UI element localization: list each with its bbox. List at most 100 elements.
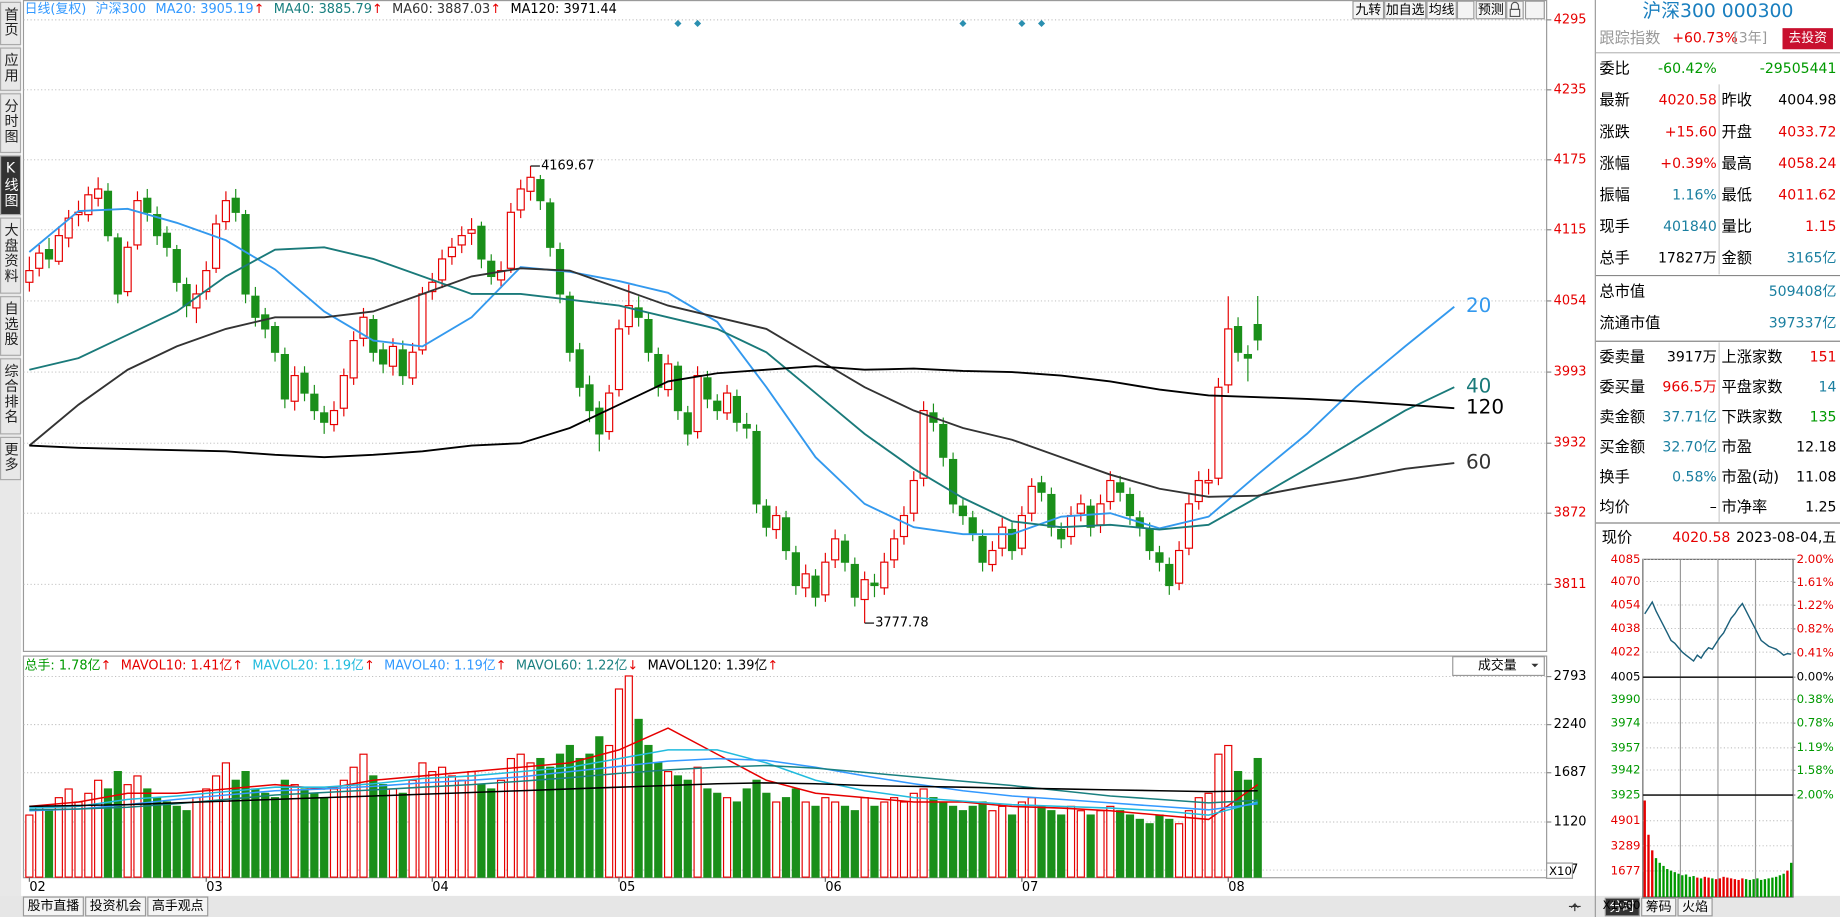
toolbar-label[interactable]: 九转	[1355, 3, 1381, 18]
volume-selector-label[interactable]: 成交量	[1478, 658, 1517, 674]
candle-body	[211, 223, 221, 269]
scroll-top-icon[interactable]	[1568, 902, 1581, 912]
quote-label: 下跌家数	[1721, 408, 1782, 426]
side-tab-label[interactable]: 筹码	[1646, 899, 1672, 915]
sidebar-tab[interactable]	[0, 436, 22, 481]
bottom-tab-label[interactable]: 投资机会	[90, 898, 142, 914]
x-tick-label: 07	[1022, 880, 1038, 895]
sidebar-tab-label[interactable]: 首页	[3, 7, 19, 37]
volume-selector[interactable]	[1452, 656, 1545, 677]
candle-body	[870, 582, 879, 587]
intraday-volume-bar	[1669, 870, 1673, 898]
price-date: 2023-08-04,五	[1736, 530, 1836, 546]
sidebar-tab-label[interactable]: 分时图	[3, 99, 19, 145]
volume-bar	[192, 797, 201, 878]
sidebar-tab[interactable]	[0, 217, 22, 294]
toolbar-button[interactable]	[1426, 0, 1457, 20]
volume-bar	[447, 775, 457, 878]
unit-label: X10	[1549, 864, 1572, 878]
intraday-volume-bar	[1711, 878, 1714, 898]
toolbar-label[interactable]: 均线	[1429, 3, 1455, 18]
quote-value: 397337亿	[1769, 316, 1837, 332]
side-tab-label[interactable]: 火焰	[1682, 900, 1708, 915]
sidebar-tab-label[interactable]: K线图	[3, 161, 19, 209]
quote-value: 0.58%	[1672, 470, 1717, 486]
candle-body	[1037, 482, 1046, 493]
volume-bar	[103, 788, 113, 878]
sidebar-tab[interactable]	[0, 358, 22, 435]
invest-button[interactable]	[1782, 28, 1833, 50]
side-tab[interactable]	[1677, 897, 1713, 917]
y2-tick-label: 0.78%	[1797, 716, 1834, 730]
toolbar-button[interactable]	[1475, 0, 1507, 20]
track-value: +60.73%	[1672, 31, 1737, 47]
bottom-tab[interactable]	[85, 896, 147, 917]
header-item: MAVOL60: 1.22亿	[516, 659, 628, 674]
intraday-volume-bar	[1651, 850, 1654, 898]
signal-marker	[674, 19, 682, 27]
toolbar-button[interactable]	[1352, 0, 1385, 20]
sidebar-tab-label[interactable]: 应用	[3, 52, 19, 83]
sidebar-tab[interactable]	[0, 47, 22, 91]
candle-body	[909, 479, 918, 514]
sidebar-tab[interactable]	[0, 1, 22, 46]
candle-body	[811, 575, 820, 598]
sidebar-tab-label[interactable]: 更多	[3, 442, 19, 472]
toolbar-label[interactable]: 加自选	[1386, 3, 1425, 18]
volume-bar	[624, 675, 633, 878]
candle-body	[958, 505, 968, 517]
unit-box	[1546, 862, 1574, 879]
volume-bar	[496, 779, 506, 878]
candle-body	[54, 235, 63, 262]
signal-marker	[694, 19, 702, 27]
candle-body	[251, 295, 260, 318]
invest-button-label[interactable]: 去投资	[1788, 30, 1827, 46]
bottom-tab[interactable]	[22, 896, 84, 917]
volume-bar	[968, 805, 977, 878]
layout-icon[interactable]	[1524, 0, 1545, 20]
quote-label: 现手	[1599, 217, 1629, 235]
quote-value: +15.60	[1665, 124, 1717, 140]
sidebar-tab[interactable]	[0, 93, 22, 154]
volume-bar	[958, 810, 968, 878]
ma-line	[28, 207, 1455, 536]
intraday-volume-bar	[1714, 879, 1718, 898]
side-tab-label[interactable]: 分时	[1609, 900, 1635, 915]
volume-bar	[457, 779, 466, 878]
candle-body	[1057, 528, 1066, 540]
y2-tick-label: 0.82%	[1797, 621, 1834, 635]
sidebar-tab-label[interactable]: 大盘资料	[3, 223, 19, 284]
annotation-label: 3777.78	[875, 616, 928, 631]
toolbar-label[interactable]: 预测	[1478, 3, 1504, 18]
candle-body	[300, 372, 309, 394]
volume-bar	[84, 792, 93, 878]
side-tab[interactable]	[1604, 897, 1640, 917]
vol-unit-label: X1000	[1603, 898, 1641, 912]
volume-bar	[241, 771, 250, 878]
sidebar-tab-label[interactable]: 综合排名	[3, 364, 19, 425]
volume-bar	[1027, 797, 1036, 878]
volume-bar	[644, 744, 653, 878]
volume-bar	[477, 784, 486, 878]
volume-bar	[1135, 818, 1144, 878]
toolbar-button[interactable]	[1384, 0, 1427, 20]
quote-value: 14	[1819, 380, 1837, 396]
y-tick-label: 4085	[1611, 552, 1641, 566]
quote-value: -60.42%	[1658, 61, 1717, 77]
bottom-tab[interactable]	[147, 896, 209, 917]
candle-body	[349, 339, 358, 379]
volume-bar	[1096, 810, 1105, 878]
sidebar-tab-label[interactable]: 自选股	[3, 301, 19, 347]
side-tab[interactable]	[1641, 897, 1677, 917]
candle-body	[939, 423, 948, 458]
toolbar-icon[interactable]	[1456, 0, 1475, 20]
sidebar-tab[interactable]	[0, 296, 22, 356]
bottom-tab-label[interactable]: 高手观点	[152, 898, 204, 914]
sidebar-tab[interactable]	[0, 155, 22, 216]
volume-bar	[1204, 792, 1213, 878]
candle-body	[487, 260, 496, 278]
candle-body	[703, 377, 712, 400]
bottom-tab-label[interactable]: 股市直播	[28, 898, 80, 914]
candle-body	[359, 316, 368, 339]
candle-body	[44, 249, 54, 260]
